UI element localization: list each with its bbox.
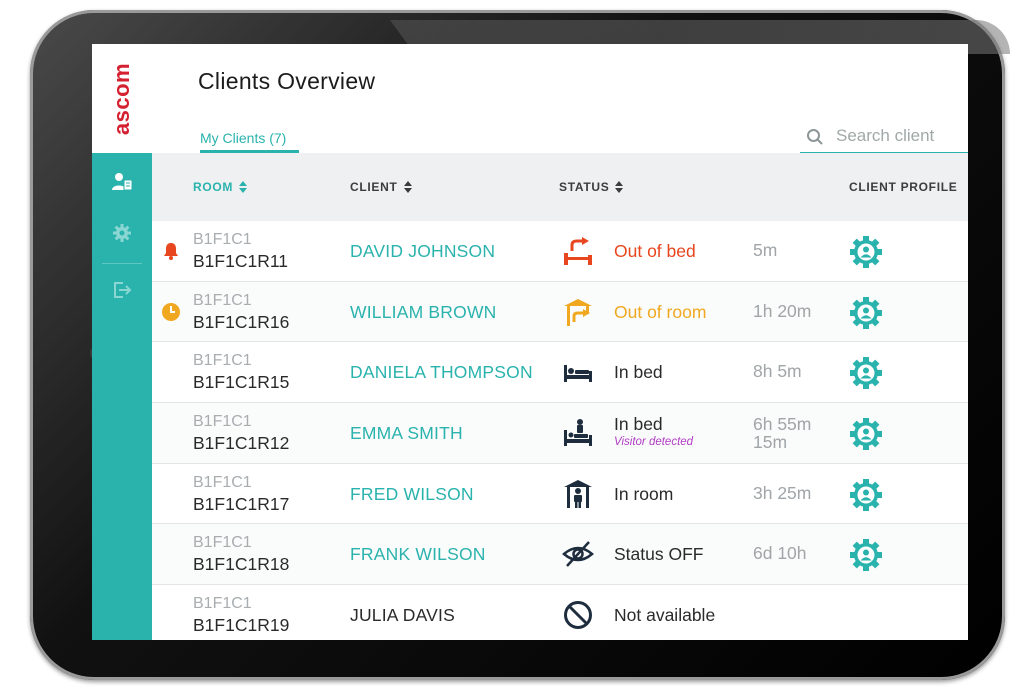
search-icon[interactable] [806,128,824,146]
room-number: B1F1C1R15 [193,372,290,393]
client-name-link[interactable]: FRED WILSON [350,483,474,504]
out-of-room-icon [564,298,592,326]
sidebar: ascom [92,44,152,640]
table-row[interactable]: B1F1C1 B1F1C1R17 FRED WILSON In room 3h … [152,463,968,525]
column-label-status: STATUS [559,180,610,194]
table-row[interactable]: B1F1C1 B1F1C1R16 WILLIAM BROWN Out of ro… [152,281,968,343]
room-group: B1F1C1 [193,473,252,491]
room-number: B1F1C1R17 [193,493,290,514]
room-group: B1F1C1 [193,291,252,309]
client-profile-icon[interactable] [849,356,883,390]
clock-icon [162,302,180,321]
in-bed-visitor-icon [564,419,592,447]
page-title: Clients Overview [198,68,376,94]
column-header-client-profile: CLIENT PROFILE [849,180,957,194]
column-label-profile: CLIENT PROFILE [849,180,958,194]
status-text: Out of room [614,301,707,322]
bell-icon [164,243,178,260]
room-number: B1F1C1R19 [193,615,290,636]
table-row[interactable]: B1F1C1 B1F1C1R18 FRANK WILSON Status OFF… [152,524,968,586]
client-table-body: B1F1C1 B1F1C1R11 DAVID JOHNSON Out of be… [152,221,968,640]
not-available-icon [564,601,592,630]
room-number: B1F1C1R11 [193,251,289,271]
brand-logo: ascom [109,62,134,136]
status-duration: 8h 5m [753,361,802,382]
tab-active-indicator [200,150,299,153]
client-profile-icon[interactable] [849,478,883,512]
table-header: ROOM CLIENT STATUS CLIENT PROFILE [152,153,968,221]
in-bed-icon [564,365,592,383]
room-group: B1F1C1 [193,352,252,370]
out-of-bed-icon [564,237,592,265]
status-duration: 1h 20m [753,300,812,321]
status-duration: 6h 55m 15m [753,415,811,451]
room-group: B1F1C1 [193,231,252,248]
room-group: B1F1C1 [193,534,252,552]
status-text: In bed [614,362,663,383]
in-room-icon [564,479,592,508]
status-text: In bed [614,414,663,435]
status-text: In room [614,483,674,504]
status-text: Status OFF [614,544,704,565]
room-number: B1F1C1R18 [193,554,290,575]
client-name-link[interactable]: FRANK WILSON [350,544,486,565]
status-text: Not available [614,605,716,626]
column-header-room[interactable]: ROOM [193,180,248,194]
column-header-client[interactable]: CLIENT [350,180,412,194]
client-name: JULIA DAVIS [350,605,455,626]
room-group: B1F1C1 [193,413,252,431]
table-row[interactable]: B1F1C1 B1F1C1R12 EMMA SMITH In bed Visit… [152,403,968,464]
logout-icon [114,282,132,298]
client-name-link[interactable]: EMMA SMITH [350,423,463,444]
room-number: B1F1C1R16 [193,311,290,332]
logo-box: ascom [92,44,152,153]
app-screen: ascom [92,44,968,640]
status-duration: 3h 25m [753,482,812,503]
column-label-room: ROOM [193,180,234,194]
column-header-status[interactable]: STATUS [559,180,624,194]
sidebar-item-logout[interactable] [92,265,152,315]
table-row[interactable]: B1F1C1 B1F1C1R15 DANIELA THOMPSON In bed… [152,342,968,404]
sidebar-item-settings[interactable] [92,208,152,258]
client-name-link[interactable]: DAVID JOHNSON [350,241,496,261]
sort-icon [615,181,624,193]
sidebar-divider [102,263,142,264]
sort-icon [239,181,248,193]
status-duration: 5m [753,240,778,260]
client-profile-icon[interactable] [849,235,883,269]
status-duration-secondary: 15m [753,432,788,453]
room-group: B1F1C1 [193,595,252,613]
column-label-client: CLIENT [350,180,398,194]
status-duration: 6d 10h [753,543,807,564]
status-text: Out of bed [614,241,696,261]
client-name-link[interactable]: DANIELA THOMPSON [350,362,533,383]
clients-icon [112,173,133,191]
search-box [800,124,968,153]
client-profile-icon[interactable] [849,296,883,330]
table-row[interactable]: B1F1C1 B1F1C1R19 JULIA DAVIS Not availab… [152,585,968,640]
eye-off-icon [562,541,594,568]
gear-icon [113,224,131,242]
sort-icon [403,181,412,193]
table-row[interactable]: B1F1C1 B1F1C1R11 DAVID JOHNSON Out of be… [152,221,968,282]
status-duration-primary: 6h 55m [753,414,812,435]
search-input[interactable] [834,124,968,148]
sidebar-item-clients[interactable] [92,157,152,207]
room-number: B1F1C1R12 [193,433,290,454]
client-name-link[interactable]: WILLIAM BROWN [350,301,497,322]
header: Clients Overview My Clients (7) [152,44,968,153]
client-profile-icon[interactable] [849,417,883,451]
client-profile-icon[interactable] [849,538,883,572]
tab-my-clients[interactable]: My Clients (7) [200,130,287,146]
visitor-detected-label: Visitor detected [614,436,694,449]
